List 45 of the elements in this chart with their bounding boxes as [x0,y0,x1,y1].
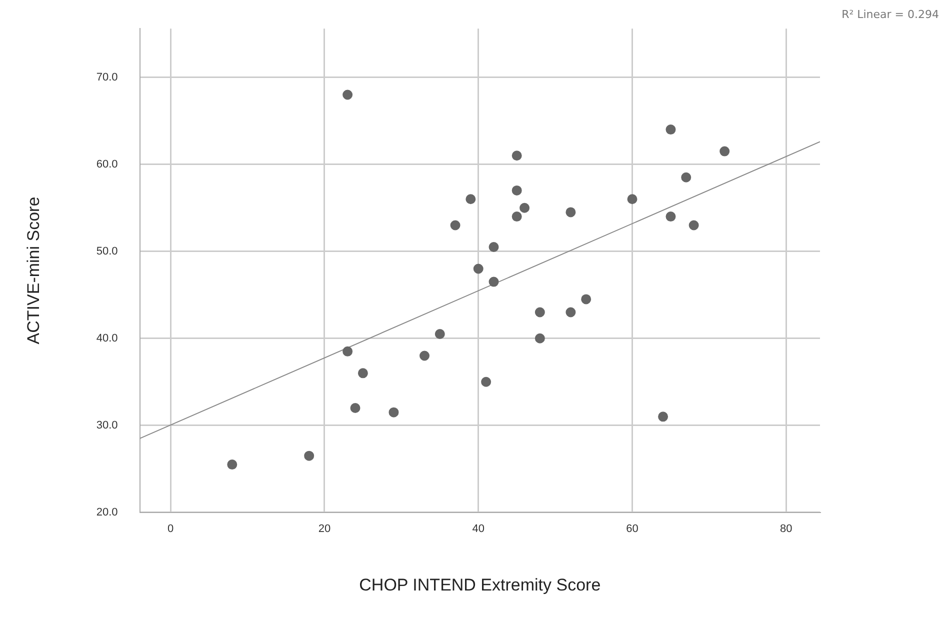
point [720,146,730,156]
x-tick-label: 80 [780,523,792,536]
y-axis-title: ACTIVE-mini Score [24,196,43,344]
point [358,368,368,378]
point [481,376,492,387]
x-tick-label: 40 [472,523,484,536]
point [388,407,399,418]
point [473,264,484,274]
point [434,329,445,340]
x-axis-title: CHOP INTEND Extremity Score [359,575,601,594]
point [488,276,499,287]
y-tick-label: 70.0 [96,71,118,84]
point [512,212,522,222]
y-tick-label: 20.0 [96,506,118,518]
point [466,194,476,204]
x-tick-label: 60 [626,523,638,536]
point [534,333,545,344]
point [227,460,238,470]
point [450,220,460,230]
point [342,90,353,100]
point [627,194,638,204]
x-tick-label: 0 [168,523,174,536]
point [520,202,530,213]
point [304,450,314,461]
point [420,350,430,361]
y-tick-label: 50.0 [96,245,118,258]
point [688,220,699,230]
point [566,207,576,218]
point [666,212,676,222]
point [488,242,499,252]
point [566,307,576,318]
y-tick-label: 60.0 [96,158,118,170]
point [350,402,360,413]
y-tick-label: 30.0 [96,419,118,432]
point [681,172,692,182]
point [658,412,668,422]
point [666,124,676,135]
point [512,150,522,161]
point [534,307,545,318]
text: R² Linear = 0.294 [842,8,939,21]
point [342,346,353,356]
x-tick-label: 20 [318,523,331,536]
point [512,185,522,196]
point [581,294,592,304]
y-tick-label: 40.0 [96,332,118,344]
